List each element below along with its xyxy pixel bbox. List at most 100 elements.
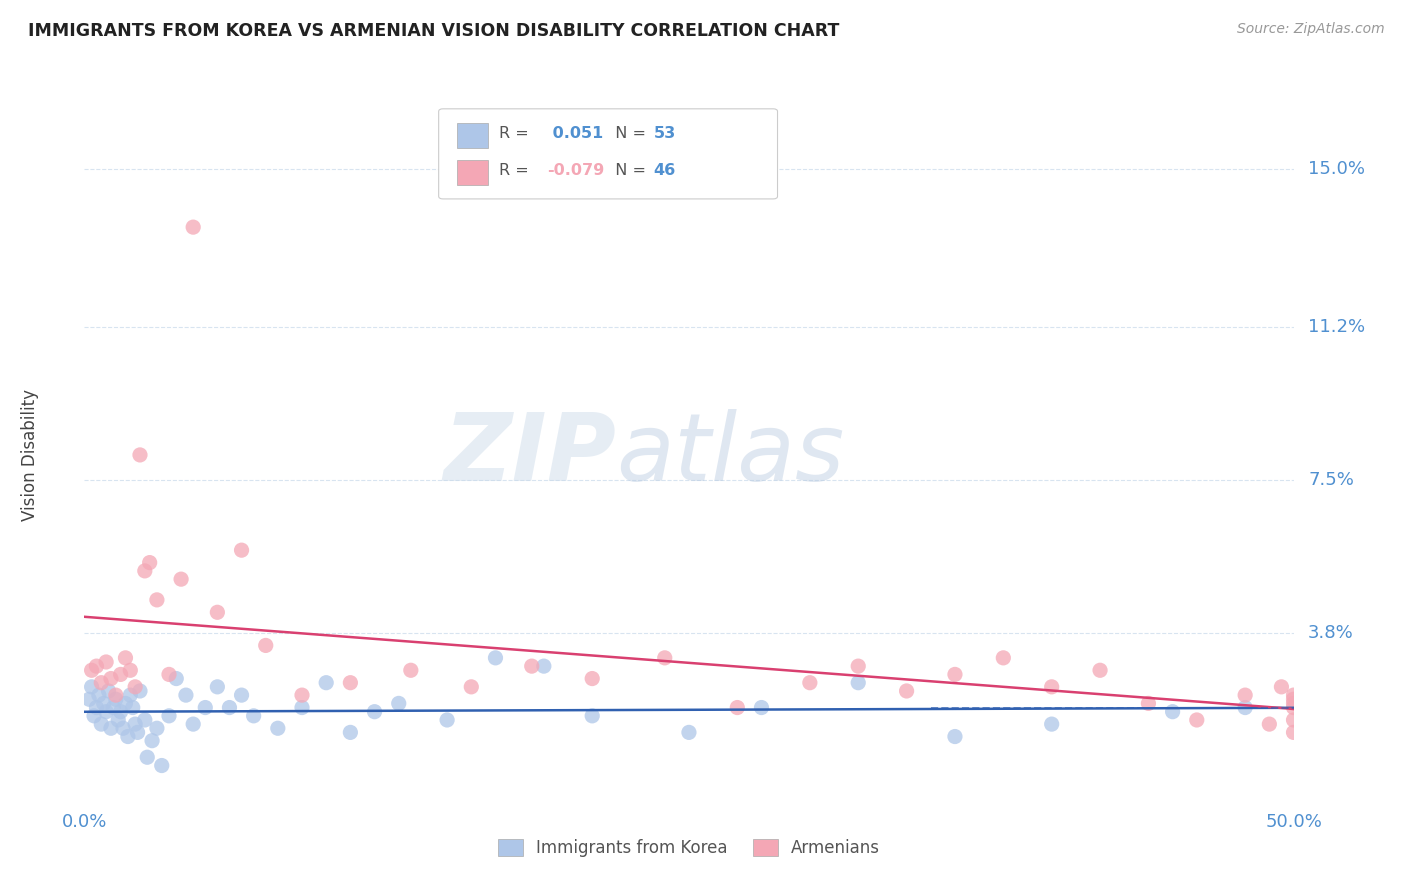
Point xyxy=(231,688,253,702)
Point xyxy=(146,721,169,735)
Point xyxy=(1234,700,1257,714)
Text: -0.079: -0.079 xyxy=(547,163,605,178)
Point xyxy=(1282,725,1305,739)
Text: ZIP: ZIP xyxy=(443,409,616,501)
Point xyxy=(654,651,676,665)
Text: 3.8%: 3.8% xyxy=(1308,624,1354,642)
Point xyxy=(460,680,482,694)
Point xyxy=(110,705,132,719)
Point xyxy=(254,639,277,653)
Point xyxy=(103,700,125,714)
Point xyxy=(134,564,156,578)
Point xyxy=(1282,700,1305,714)
Point xyxy=(97,684,120,698)
Point xyxy=(1282,688,1305,702)
Point xyxy=(86,700,108,714)
Point xyxy=(120,663,142,677)
Point xyxy=(484,651,506,665)
Point xyxy=(94,705,117,719)
Point xyxy=(150,758,173,772)
Point xyxy=(104,692,127,706)
Point xyxy=(1040,680,1063,694)
Point xyxy=(533,659,555,673)
Point xyxy=(117,730,139,744)
Point xyxy=(107,713,129,727)
Point xyxy=(86,659,108,673)
Legend: Immigrants from Korea, Armenians: Immigrants from Korea, Armenians xyxy=(491,832,887,864)
Point xyxy=(93,697,115,711)
Point xyxy=(1088,663,1111,677)
Point xyxy=(581,708,603,723)
Point xyxy=(846,659,869,673)
Point xyxy=(112,721,135,735)
Point xyxy=(165,672,187,686)
Point xyxy=(267,721,290,735)
Text: R =: R = xyxy=(499,163,534,178)
Point xyxy=(1282,713,1305,727)
Point xyxy=(725,700,748,714)
Point xyxy=(291,688,314,702)
Point xyxy=(120,688,142,702)
Point xyxy=(207,605,229,619)
Point xyxy=(1258,717,1281,731)
Point xyxy=(80,663,103,677)
Text: N =: N = xyxy=(605,163,651,178)
Point xyxy=(1161,705,1184,719)
Point xyxy=(1040,717,1063,731)
Point xyxy=(896,684,918,698)
Text: R =: R = xyxy=(499,126,534,141)
Point xyxy=(751,700,773,714)
Text: N =: N = xyxy=(605,126,651,141)
Point xyxy=(363,705,385,719)
Point xyxy=(436,713,458,727)
Point xyxy=(129,448,152,462)
Point xyxy=(90,717,112,731)
Point xyxy=(520,659,543,673)
Point xyxy=(138,556,160,570)
Point xyxy=(678,725,700,739)
Point xyxy=(157,708,180,723)
Text: 0.051: 0.051 xyxy=(547,126,603,141)
Point xyxy=(1234,688,1257,702)
Text: atlas: atlas xyxy=(616,409,845,500)
Point xyxy=(104,688,127,702)
Text: 11.2%: 11.2% xyxy=(1308,318,1365,335)
Point xyxy=(94,655,117,669)
Point xyxy=(87,688,110,702)
Point xyxy=(207,680,229,694)
Text: 15.0%: 15.0% xyxy=(1308,161,1365,178)
Text: Source: ZipAtlas.com: Source: ZipAtlas.com xyxy=(1237,22,1385,37)
Point xyxy=(114,651,136,665)
Point xyxy=(799,675,821,690)
Text: 53: 53 xyxy=(654,126,676,141)
Point xyxy=(77,692,100,706)
Point xyxy=(127,725,149,739)
Point xyxy=(136,750,159,764)
Point xyxy=(80,680,103,694)
Point xyxy=(388,697,411,711)
Text: 7.5%: 7.5% xyxy=(1308,471,1354,489)
Point xyxy=(242,708,264,723)
Text: 46: 46 xyxy=(654,163,676,178)
Point xyxy=(141,733,163,747)
Point xyxy=(846,675,869,690)
Point xyxy=(943,667,966,681)
Point xyxy=(121,700,143,714)
Point xyxy=(943,730,966,744)
Point xyxy=(993,651,1015,665)
Point xyxy=(1137,697,1160,711)
Point xyxy=(83,708,105,723)
Point xyxy=(129,684,152,698)
Point xyxy=(174,688,197,702)
Point xyxy=(399,663,422,677)
Point xyxy=(124,717,146,731)
Point xyxy=(315,675,337,690)
Point xyxy=(218,700,240,714)
Point xyxy=(1282,692,1305,706)
Point xyxy=(231,543,253,558)
Point xyxy=(1185,713,1208,727)
Point xyxy=(1270,680,1292,694)
Point xyxy=(339,725,361,739)
Point xyxy=(114,697,136,711)
Point xyxy=(100,721,122,735)
